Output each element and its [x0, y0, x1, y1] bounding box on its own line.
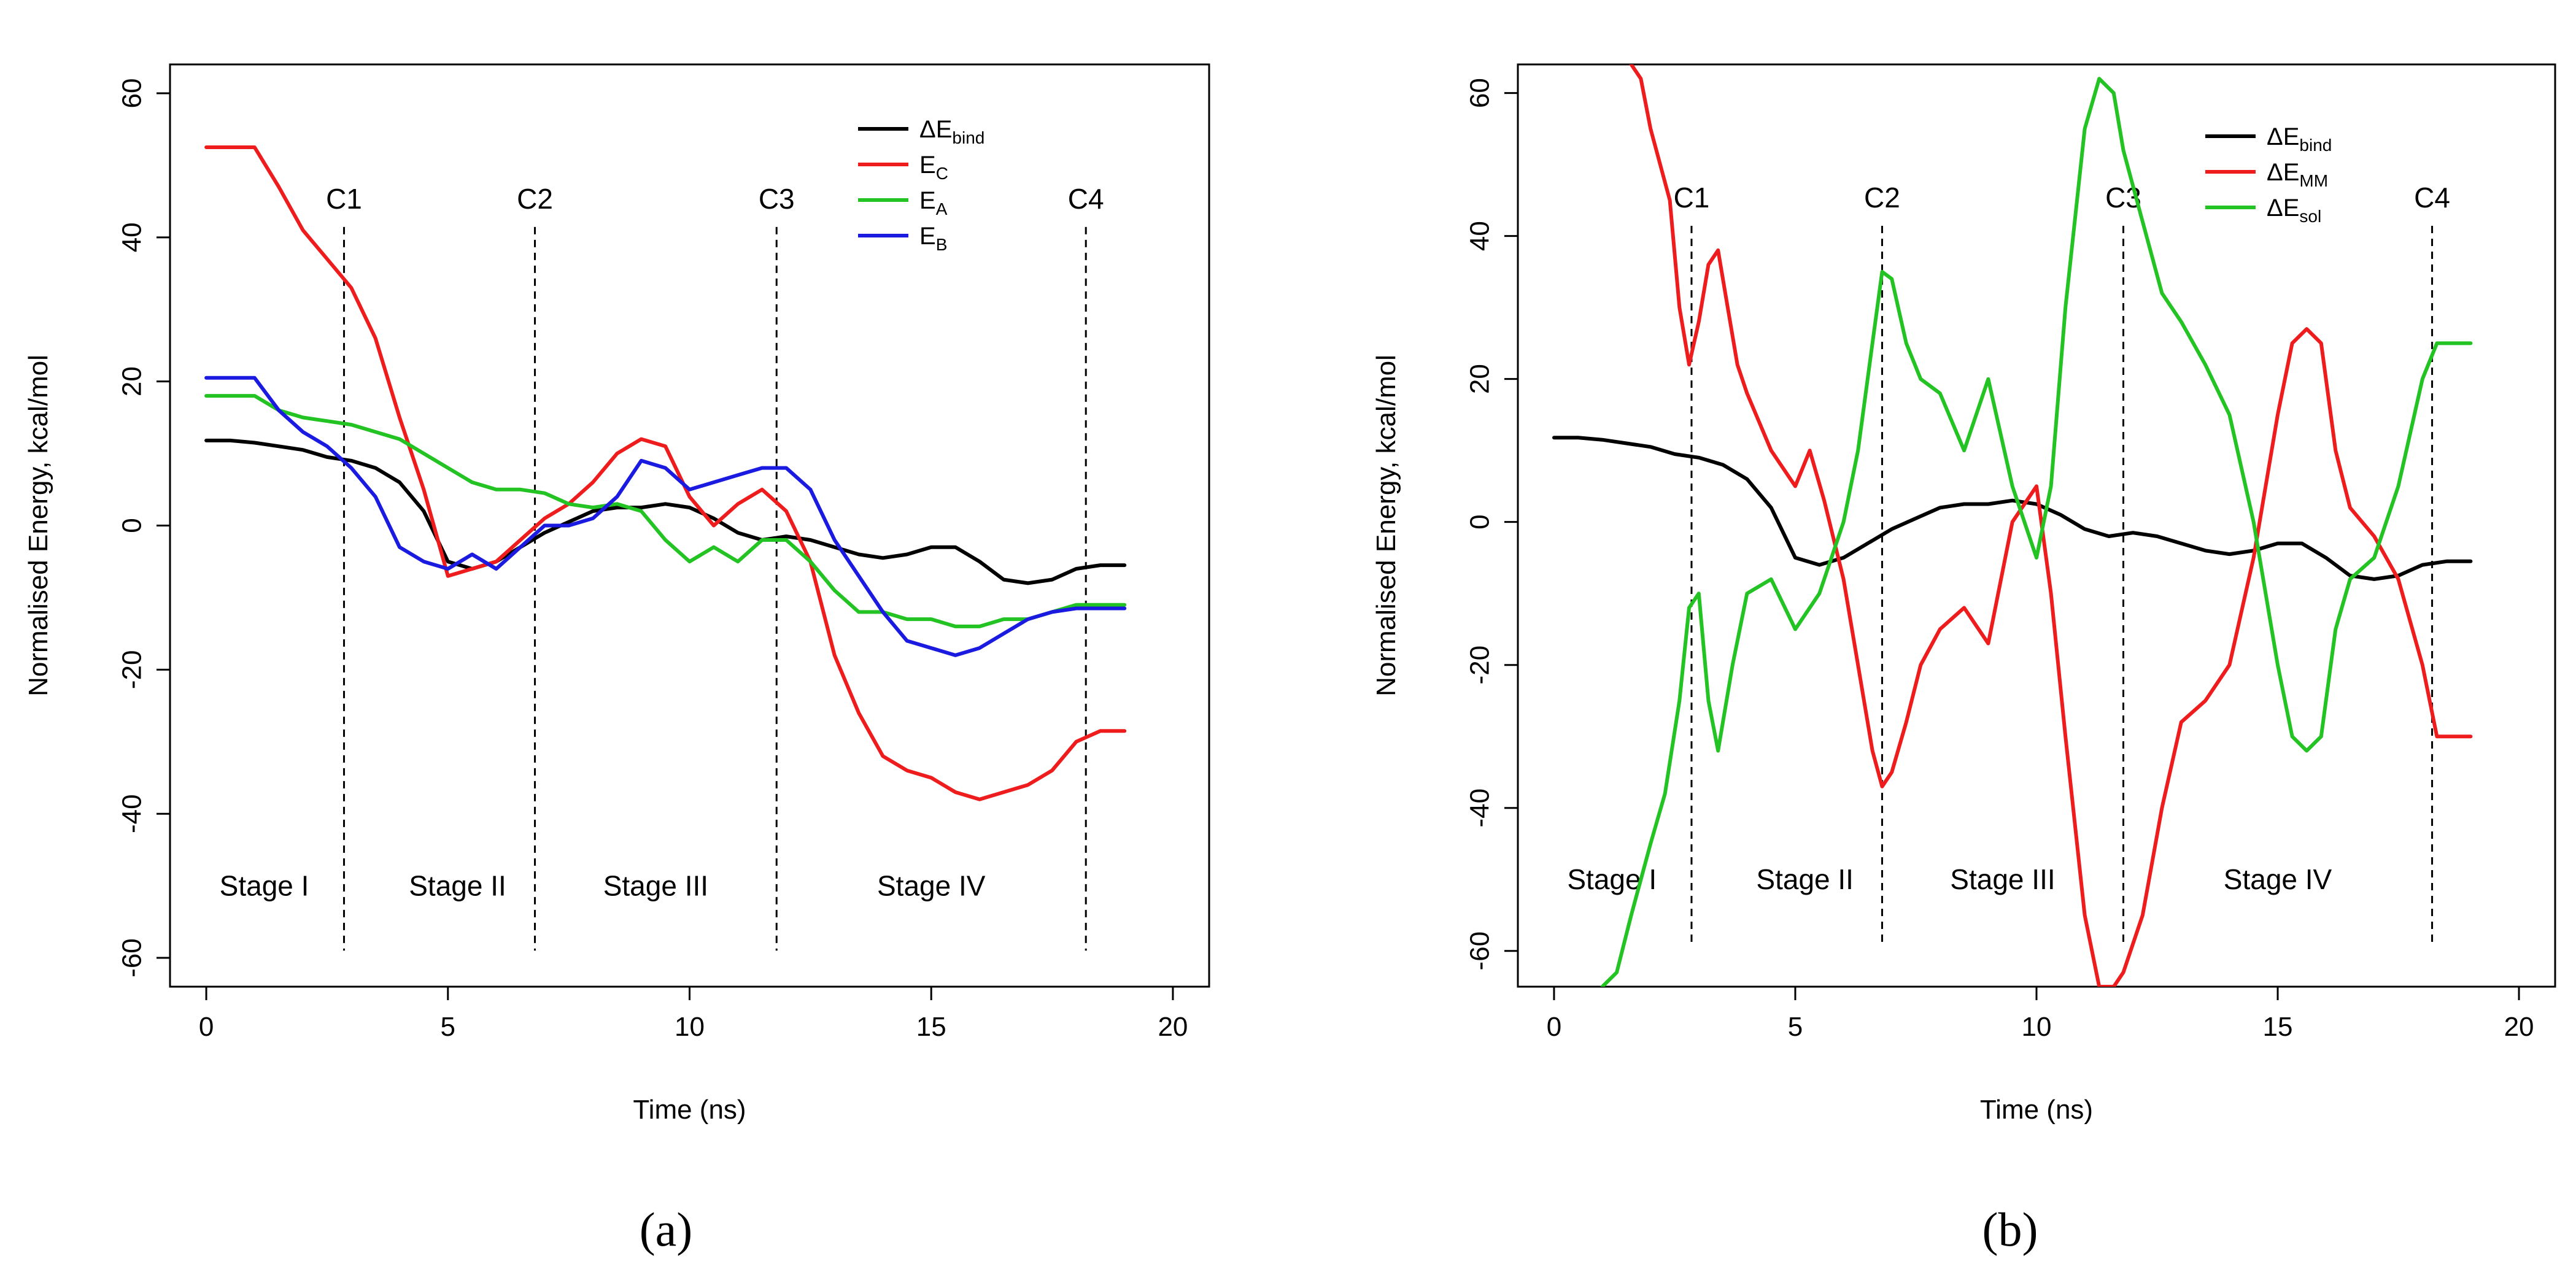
checkpoint-label-c3: C3 — [759, 183, 795, 215]
legend-entry-main: E — [919, 187, 936, 214]
panel-caption: (a) — [640, 1203, 693, 1256]
legend-entry: ΔEsol — [2267, 195, 2321, 226]
legend-entry-main: ΔE — [2267, 123, 2299, 150]
y-tick-label: -40 — [117, 794, 147, 833]
stage-label: Stage II — [409, 870, 506, 902]
legend-entry-main: ΔE — [2267, 195, 2299, 222]
legend-entry-subscript: B — [936, 235, 948, 254]
legend-entry: ΔEbind — [919, 116, 984, 147]
x-tick-label: 5 — [441, 1012, 455, 1042]
legend-entry-main: E — [919, 152, 936, 179]
checkpoint-label-c1: C1 — [326, 183, 362, 215]
x-tick-label: 10 — [2022, 1012, 2052, 1042]
panel-a-plot: 0 5 10 15 20 -60 -40 -20 0 20 40 60 Time (ns) Normali… — [23, 63, 1210, 1256]
y-tick-label: -40 — [1465, 788, 1495, 828]
stage-label: Stage II — [1756, 863, 1854, 895]
legend-entry-main: ΔE — [2267, 159, 2299, 186]
legend-entry: ΔEbind — [2267, 123, 2332, 155]
legend-entry: EC — [919, 152, 948, 183]
legend-entry-subscript: MM — [2299, 171, 2328, 190]
legend-entry-subscript: sol — [2299, 207, 2321, 226]
checkpoint-label-c2: C2 — [1864, 182, 1900, 214]
y-tick-label: 60 — [1465, 78, 1495, 108]
series-line-de-bind — [1552, 436, 2473, 581]
series-line-de-mm — [1629, 64, 2473, 987]
series-group — [204, 145, 1127, 801]
y-axis-title: Normalised Energy, kcal/mol — [23, 355, 53, 696]
x-tick-label: 20 — [2504, 1012, 2534, 1042]
legend-entry-subscript: bind — [952, 128, 984, 147]
checkpoint-label-c4: C4 — [1068, 183, 1104, 215]
y-tick-label: 20 — [1465, 364, 1495, 394]
stage-label: Stage IV — [877, 870, 986, 902]
x-tick-label: 0 — [199, 1012, 214, 1042]
series-line-de-bind — [204, 438, 1127, 585]
y-tick-label: -20 — [1465, 646, 1495, 685]
y-tick-label: 20 — [117, 366, 147, 396]
legend-entry: EB — [919, 223, 947, 254]
series-line-e-a — [204, 394, 1127, 628]
y-tick-label: 0 — [117, 518, 147, 533]
x-axis-title: Time (ns) — [633, 1095, 746, 1125]
legend-entry: ΔEMM — [2267, 159, 2328, 190]
legend-entry-main: ΔE — [919, 116, 952, 143]
x-tick-label: 10 — [675, 1012, 705, 1042]
legend-entry-main: E — [919, 223, 936, 250]
x-tick-label: 15 — [916, 1012, 946, 1042]
checkpoint-label-c4: C4 — [2414, 182, 2450, 214]
stage-label: Stage IV — [2224, 863, 2332, 895]
legend-entry-subscript: bind — [2299, 136, 2332, 155]
legend-entry: EA — [919, 187, 948, 218]
checkpoint-label-c2: C2 — [517, 183, 553, 215]
checkpoint-label-c1: C1 — [1674, 182, 1710, 214]
stage-label: Stage III — [1950, 863, 2055, 895]
y-tick-label: -60 — [117, 938, 147, 977]
x-tick-label: 0 — [1547, 1012, 1561, 1042]
panel-caption: (b) — [1982, 1203, 2038, 1256]
y-tick-label: -20 — [117, 650, 147, 690]
series-line-e-b — [204, 376, 1127, 657]
y-tick-label: 0 — [1465, 514, 1495, 529]
series-line-e-c — [204, 145, 1127, 801]
y-tick-label: 40 — [117, 222, 147, 252]
series-line-de-sol — [1600, 77, 2473, 987]
series-group — [1552, 64, 2473, 987]
x-tick-label: 5 — [1788, 1012, 1803, 1042]
y-tick-label: 60 — [117, 78, 147, 108]
x-tick-label: 15 — [2263, 1012, 2293, 1042]
stage-label: Stage III — [603, 870, 708, 902]
legend-entry-subscript: C — [936, 164, 948, 183]
x-tick-label: 20 — [1158, 1012, 1188, 1042]
panel-b-plot: 0 5 10 15 20 -60 -40 -20 0 20 40 60 Time (ns) Normali… — [1371, 63, 2556, 1256]
legend-entry-subscript: A — [936, 199, 948, 218]
y-tick-label: 40 — [1465, 221, 1495, 251]
stage-label: Stage I — [220, 870, 309, 902]
y-axis-title: Normalised Energy, kcal/mol — [1371, 355, 1401, 696]
y-tick-label: -60 — [1465, 931, 1495, 971]
x-axis-title: Time (ns) — [1980, 1095, 2093, 1125]
